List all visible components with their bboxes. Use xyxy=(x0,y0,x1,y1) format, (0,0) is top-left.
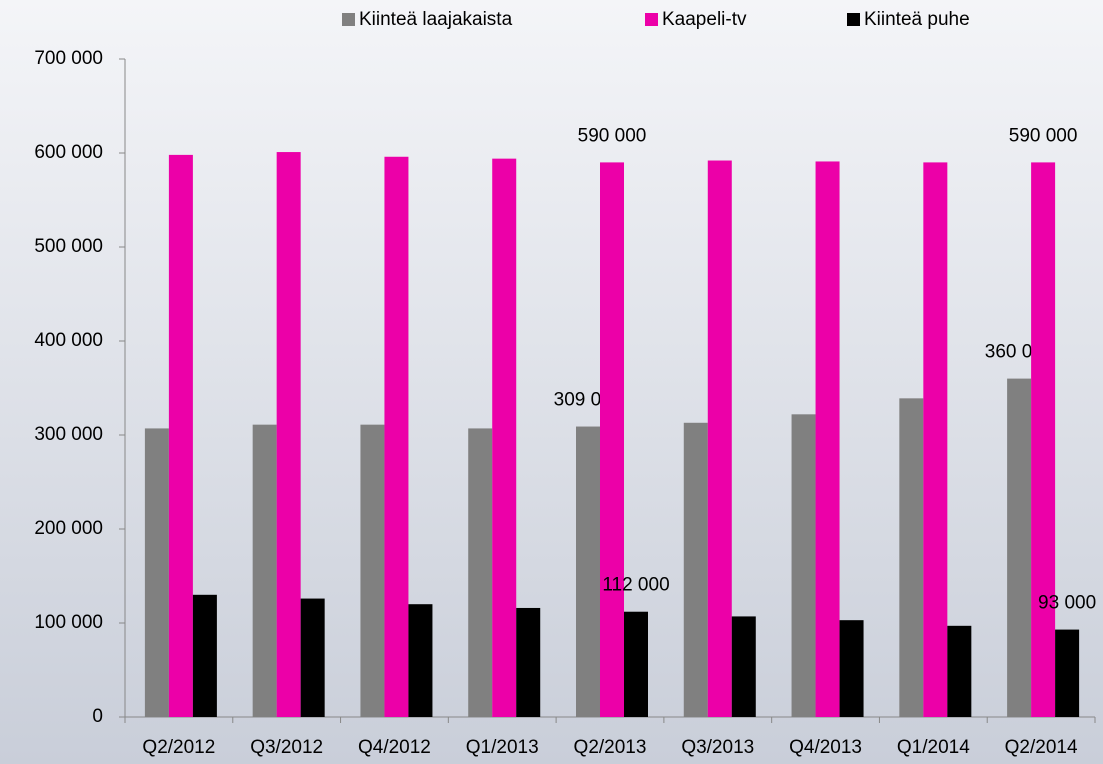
x-tick-label: Q2/2013 xyxy=(574,737,647,758)
bar xyxy=(516,607,541,717)
bar xyxy=(468,428,493,717)
x-tick-label: Q4/2013 xyxy=(789,737,862,758)
bar xyxy=(600,162,624,717)
x-tick-label: Q1/2013 xyxy=(466,737,539,758)
bar xyxy=(731,616,756,717)
legend-label: Kaapeli-tv xyxy=(662,9,747,30)
bar xyxy=(384,156,409,717)
x-tick-label: Q4/2012 xyxy=(358,737,431,758)
bar xyxy=(923,162,948,717)
data-label: 112 000 xyxy=(602,575,669,596)
y-tick-label: 500 000 xyxy=(34,236,103,257)
bar xyxy=(791,414,816,717)
x-tick-label: Q2/2012 xyxy=(142,737,215,758)
bar xyxy=(576,426,600,717)
bar xyxy=(899,398,924,717)
bar xyxy=(192,594,217,717)
bar xyxy=(1055,629,1080,717)
y-tick-label: 200 000 xyxy=(34,518,103,539)
legend-label: Kiinteä laajakaista xyxy=(359,9,513,30)
bar xyxy=(839,620,864,717)
bar xyxy=(815,161,840,717)
x-tick-label: Q1/2014 xyxy=(897,737,970,758)
bar xyxy=(1031,162,1056,717)
x-tick-label: Q3/2013 xyxy=(681,737,754,758)
bar xyxy=(1007,378,1032,717)
bar xyxy=(360,424,385,717)
y-tick-label: 700 000 xyxy=(34,48,103,69)
y-tick-label: 0 xyxy=(92,706,103,727)
bar xyxy=(300,598,325,717)
legend-swatch xyxy=(847,13,860,26)
y-tick-label: 100 000 xyxy=(34,612,103,633)
bar xyxy=(707,160,732,717)
data-label: 590 000 xyxy=(1009,125,1078,146)
bar xyxy=(408,604,433,717)
bar xyxy=(276,152,301,717)
y-tick-label: 400 000 xyxy=(34,330,103,351)
data-label: 93 000 xyxy=(1038,593,1096,614)
legend-swatch xyxy=(342,13,355,26)
x-tick-label: Q2/2014 xyxy=(1005,737,1078,758)
y-tick-label: 600 000 xyxy=(34,142,103,163)
bar xyxy=(492,158,517,717)
legend-label: Kiinteä puhe xyxy=(864,9,970,30)
bar xyxy=(624,611,648,717)
x-tick-label: Q3/2012 xyxy=(250,737,323,758)
bar xyxy=(252,424,277,717)
bar xyxy=(168,154,193,717)
data-label: 590 000 xyxy=(578,125,647,146)
legend-swatch xyxy=(645,13,658,26)
bar xyxy=(947,625,972,717)
bar xyxy=(144,428,169,717)
y-tick-label: 300 000 xyxy=(34,424,103,445)
bar xyxy=(683,422,708,717)
